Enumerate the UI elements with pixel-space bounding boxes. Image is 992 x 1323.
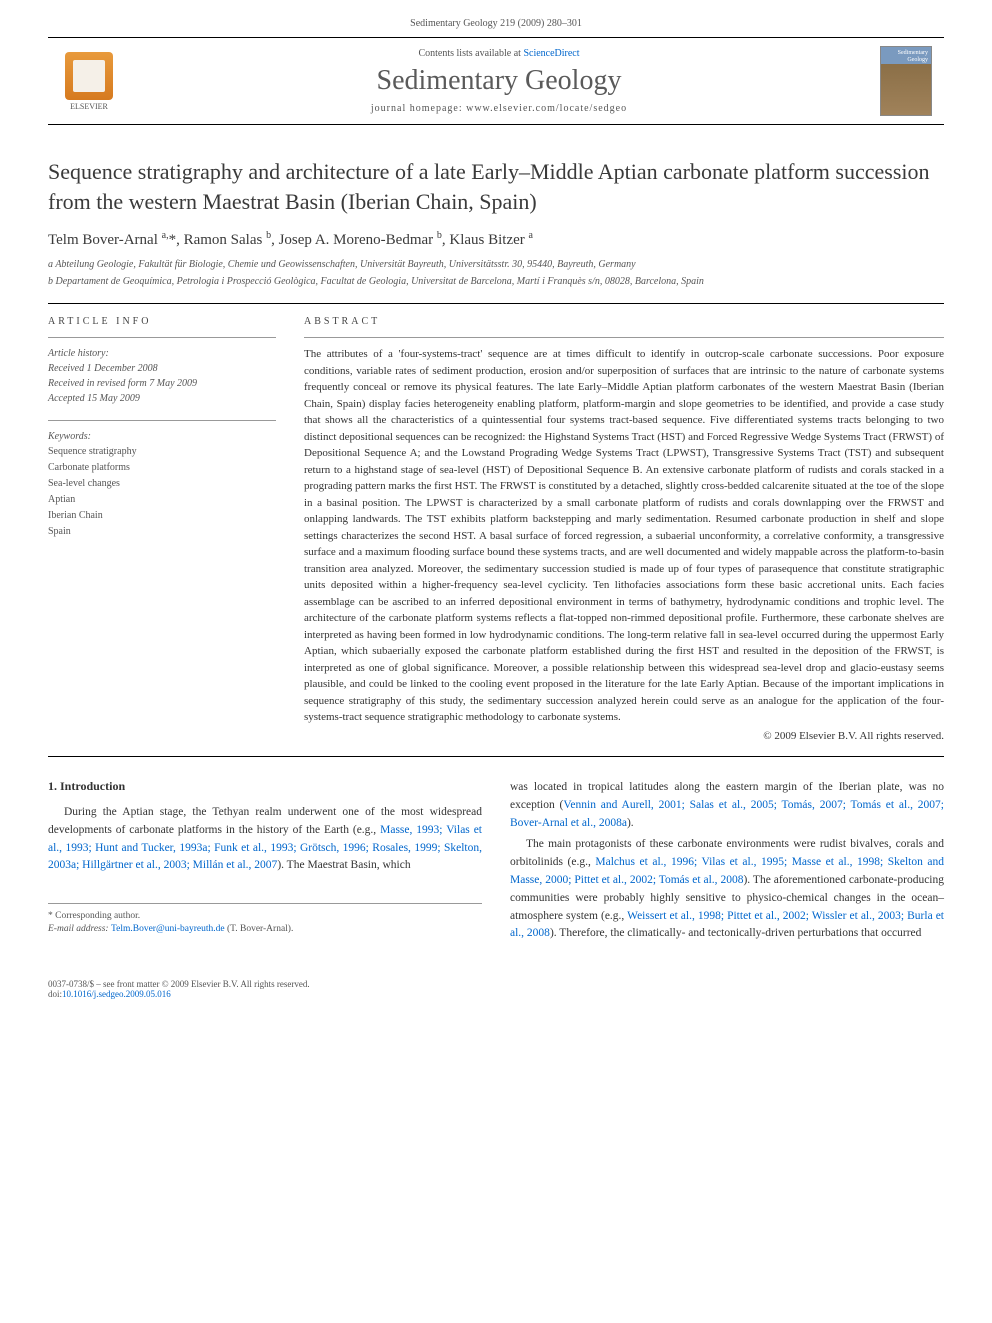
accepted-date: Accepted 15 May 2009 xyxy=(48,391,276,406)
publisher-name: ELSEVIER xyxy=(70,102,108,111)
intro-heading: 1. Introduction xyxy=(48,779,482,794)
journal-title: Sedimentary Geology xyxy=(130,65,868,97)
elsevier-tree-icon xyxy=(65,52,113,100)
banner-center: Contents lists available at ScienceDirec… xyxy=(130,48,868,114)
abstract-column: ABSTRACT The attributes of a 'four-syste… xyxy=(304,316,944,742)
publisher-logo: ELSEVIER xyxy=(60,48,118,114)
thin-rule xyxy=(48,420,276,421)
affiliation-list: a Abteilung Geologie, Fakultät für Biolo… xyxy=(48,257,944,289)
affiliation-line: b Departament de Geoquímica, Petrologia … xyxy=(48,274,944,289)
doi-line: doi:10.1016/j.sedgeo.2009.05.016 xyxy=(48,989,944,999)
journal-reference: Sedimentary Geology 219 (2009) 280–301 xyxy=(410,18,582,29)
journal-banner: ELSEVIER Contents lists available at Sci… xyxy=(48,37,944,125)
issn-line: 0037-0738/$ – see front matter © 2009 El… xyxy=(48,979,944,989)
thin-rule xyxy=(48,337,276,338)
intro-paragraph-3: The main protagonists of these carbonate… xyxy=(510,836,944,943)
cover-label-text: Sedimentary Geology xyxy=(881,50,928,63)
keyword-item: Carbonate platforms xyxy=(48,460,276,476)
article-history: Article history: Received 1 December 200… xyxy=(48,346,276,406)
revised-date: Received in revised form 7 May 2009 xyxy=(48,376,276,391)
keyword-item: Sea-level changes xyxy=(48,476,276,492)
keywords-block: Keywords: xyxy=(48,429,276,444)
info-abstract-row: ARTICLE INFO Article history: Received 1… xyxy=(48,316,944,742)
citation-link[interactable]: Vennin and Aurell, 2001; Salas et al., 2… xyxy=(510,799,944,829)
intro-paragraph-2: was located in tropical latitudes along … xyxy=(510,779,944,832)
keyword-item: Iberian Chain xyxy=(48,508,276,524)
corresponding-author-note: * Corresponding author. xyxy=(48,910,482,923)
abstract-text: The attributes of a 'four-systems-tract'… xyxy=(304,346,944,726)
received-date: Received 1 December 2008 xyxy=(48,361,276,376)
abstract-copyright: © 2009 Elsevier B.V. All rights reserved… xyxy=(304,730,944,742)
section-divider xyxy=(48,303,944,304)
intro-paragraph-1: During the Aptian stage, the Tethyan rea… xyxy=(48,804,482,875)
intro-left-column: 1. Introduction During the Aptian stage,… xyxy=(48,779,482,943)
article-content: Sequence stratigraphy and architecture o… xyxy=(0,125,992,967)
keyword-item: Spain xyxy=(48,524,276,540)
intro-right-column: was located in tropical latitudes along … xyxy=(510,779,944,943)
keywords-label: Keywords: xyxy=(48,429,276,444)
journal-homepage-line: journal homepage: www.elsevier.com/locat… xyxy=(130,103,868,114)
sciencedirect-link[interactable]: ScienceDirect xyxy=(523,48,579,59)
history-label: Article history: xyxy=(48,346,276,361)
keyword-item: Aptian xyxy=(48,492,276,508)
email-link[interactable]: Telm.Bover@uni-bayreuth.de xyxy=(111,924,225,934)
section-divider xyxy=(48,756,944,757)
article-info-label: ARTICLE INFO xyxy=(48,316,276,327)
contents-available-line: Contents lists available at ScienceDirec… xyxy=(130,48,868,59)
abstract-label: ABSTRACT xyxy=(304,316,944,327)
journal-cover-thumbnail: Sedimentary Geology xyxy=(880,46,932,116)
thin-rule xyxy=(304,337,944,338)
journal-homepage-url: www.elsevier.com/locate/sedgeo xyxy=(466,103,627,114)
affiliation-line: a Abteilung Geologie, Fakultät für Biolo… xyxy=(48,257,944,272)
keyword-item: Sequence stratigraphy xyxy=(48,444,276,460)
footnote-area: * Corresponding author. E-mail address: … xyxy=(48,903,482,937)
doi-link[interactable]: 10.1016/j.sedgeo.2009.05.016 xyxy=(62,989,171,999)
author-list: Telm Bover-Arnal a,*, Ramon Salas b, Jos… xyxy=(48,230,944,249)
article-info-column: ARTICLE INFO Article history: Received 1… xyxy=(48,316,276,742)
page-footer: 0037-0738/$ – see front matter © 2009 El… xyxy=(0,967,992,1023)
email-line: E-mail address: Telm.Bover@uni-bayreuth.… xyxy=(48,923,482,936)
introduction-section: 1. Introduction During the Aptian stage,… xyxy=(48,779,944,943)
keywords-list: Sequence stratigraphyCarbonate platforms… xyxy=(48,444,276,540)
running-header: Sedimentary Geology 219 (2009) 280–301 xyxy=(0,0,992,37)
article-title: Sequence stratigraphy and architecture o… xyxy=(48,157,944,216)
